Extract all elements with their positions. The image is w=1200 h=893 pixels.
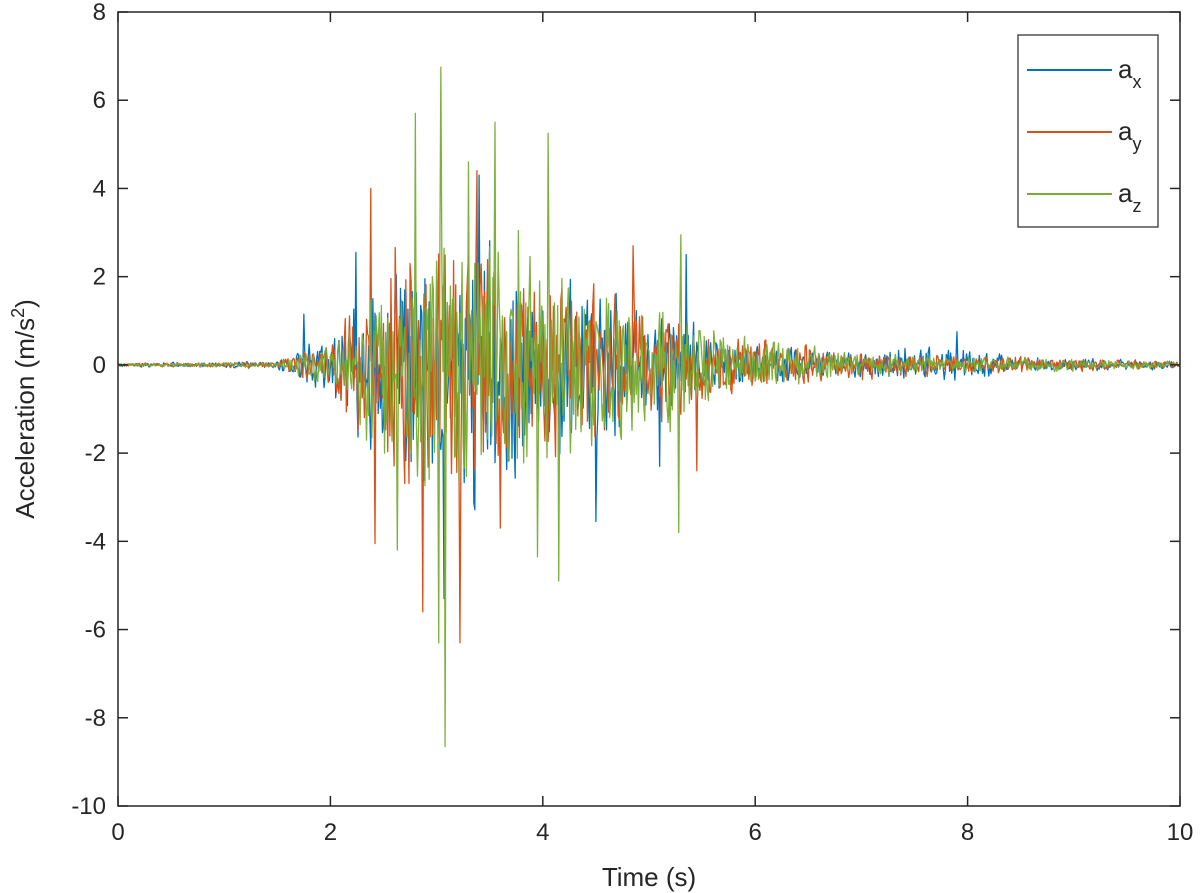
y-axis-label-suffix: ) bbox=[10, 299, 40, 308]
tick-layer: 0 2 4 6 8 10 8 6 4 2 0 -2 -4 -6 -8 -10 bbox=[71, 0, 1193, 846]
y-tick-label: 2 bbox=[93, 264, 106, 291]
y-tick-label: 8 bbox=[93, 0, 106, 26]
legend-label-sub: y bbox=[1132, 134, 1141, 154]
y-axis-label: Acceleration (m/s2) bbox=[8, 299, 40, 519]
plot-background bbox=[118, 12, 1180, 806]
legend-label-base: a bbox=[1118, 54, 1133, 84]
y-tick-label: 6 bbox=[93, 87, 106, 114]
legend-label-x: ax bbox=[1118, 54, 1141, 92]
plot-frame bbox=[117, 11, 1181, 807]
legend-label-sub: z bbox=[1132, 196, 1141, 216]
x-tick-label: 6 bbox=[749, 819, 762, 846]
series-line-y bbox=[117, 170, 1181, 644]
y-tick-label: -6 bbox=[85, 617, 106, 644]
x-tick-label: 4 bbox=[536, 819, 549, 846]
x-tick-label: 0 bbox=[111, 819, 124, 846]
y-tick-label: -8 bbox=[85, 705, 106, 732]
y-tick-label: -10 bbox=[71, 793, 106, 820]
x-tick-label: 8 bbox=[961, 819, 974, 846]
series-layer bbox=[117, 66, 1181, 748]
y-tick-label: 0 bbox=[93, 352, 106, 379]
x-axis-label: Time (s) bbox=[602, 862, 696, 892]
legend-label-sub: x bbox=[1132, 72, 1141, 92]
legend-label-base: a bbox=[1118, 178, 1133, 208]
x-tick-label: 2 bbox=[324, 819, 337, 846]
y-axis-label-sup: 2 bbox=[8, 308, 28, 318]
x-tick-label: 10 bbox=[1167, 819, 1194, 846]
legend-label-z: az bbox=[1118, 178, 1141, 216]
y-tick-label: 4 bbox=[93, 175, 106, 202]
y-axis-label-prefix: Acceleration (m/s bbox=[10, 318, 40, 519]
y-tick-label: -2 bbox=[85, 440, 106, 467]
legend-label-y: ay bbox=[1118, 116, 1141, 154]
legend-label-base: a bbox=[1118, 116, 1133, 146]
series-line-z bbox=[117, 66, 1181, 748]
y-tick-label: -4 bbox=[85, 528, 106, 555]
